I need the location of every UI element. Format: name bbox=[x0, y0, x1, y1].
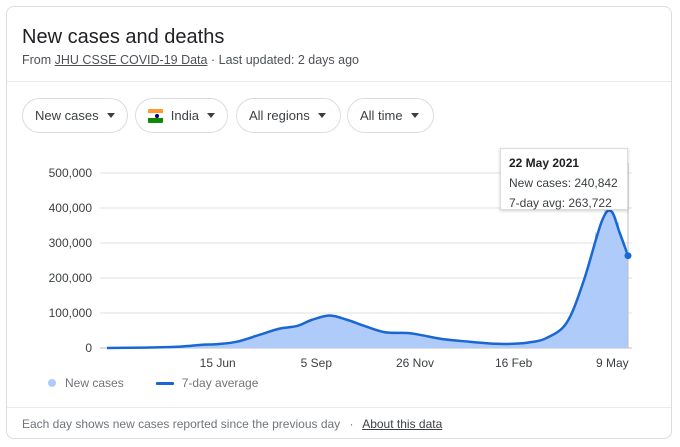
region-dropdown[interactable]: All regions bbox=[236, 98, 341, 133]
x-tick-label: 26 Nov bbox=[396, 356, 434, 370]
source-link[interactable]: JHU CSSE COVID-19 Data bbox=[54, 53, 208, 67]
footer-separator: · bbox=[349, 417, 354, 431]
country-dropdown[interactable]: India bbox=[135, 98, 228, 133]
x-tick-label: 15 Jun bbox=[200, 356, 236, 370]
y-tick-label: 0 bbox=[85, 341, 92, 355]
x-tick-label: 5 Sep bbox=[301, 356, 333, 370]
time-dropdown-label: All time bbox=[360, 108, 403, 123]
new-cases-area bbox=[107, 210, 628, 348]
chart-tooltip: 22 May 2021 New cases: 240,842 7-day avg… bbox=[500, 148, 628, 210]
chart-legend: New cases 7-day average bbox=[48, 376, 258, 390]
last-updated: Last updated: 2 days ago bbox=[218, 53, 360, 67]
chevron-down-icon bbox=[410, 113, 419, 118]
legend-line-swatch bbox=[155, 381, 174, 385]
source-line: From JHU CSSE COVID-19 Data · Last updat… bbox=[22, 53, 359, 67]
time-dropdown[interactable]: All time bbox=[347, 98, 434, 133]
footer-note: Each day shows new cases reported since … bbox=[22, 417, 341, 431]
chevron-down-icon bbox=[207, 113, 215, 118]
y-axis-ticks: 500,000 400,000 300,000 200,000 100,000 0 bbox=[49, 166, 93, 355]
chevron-down-icon bbox=[317, 113, 326, 118]
tooltip-average: 7-day avg: 263,722 bbox=[509, 196, 612, 210]
y-tick-label: 300,000 bbox=[49, 236, 93, 250]
footer: Each day shows new cases reported since … bbox=[22, 417, 442, 431]
legend-bars-swatch bbox=[48, 379, 56, 387]
footer-divider bbox=[7, 407, 671, 408]
legend-new-cases: New cases bbox=[65, 376, 124, 390]
country-dropdown-label: India bbox=[170, 108, 199, 123]
new-cases-bars bbox=[433, 209, 627, 348]
x-tick-label: 9 May bbox=[596, 356, 629, 370]
metric-dropdown-label: New cases bbox=[35, 108, 99, 123]
y-tick-label: 200,000 bbox=[49, 271, 93, 285]
region-dropdown-label: All regions bbox=[249, 108, 310, 123]
tooltip-new-cases: New cases: 240,842 bbox=[509, 176, 618, 190]
y-tick-label: 500,000 bbox=[49, 166, 93, 180]
source-prefix: From bbox=[22, 53, 52, 67]
x-axis-ticks: 15 Jun 5 Sep 26 Nov 16 Feb 9 May bbox=[200, 356, 629, 370]
y-tick-label: 400,000 bbox=[49, 201, 93, 215]
selected-point-marker bbox=[624, 252, 632, 260]
covid-card: New cases and deaths From JHU CSSE COVID… bbox=[6, 6, 672, 439]
header-divider bbox=[7, 81, 671, 82]
india-flag-icon bbox=[148, 108, 163, 123]
chevron-down-icon bbox=[106, 113, 115, 118]
tooltip-date: 22 May 2021 bbox=[509, 156, 580, 170]
source-separator: · bbox=[210, 53, 216, 67]
legend-seven-day-average: 7-day average bbox=[181, 376, 259, 390]
seven-day-average-line bbox=[106, 209, 630, 350]
x-tick-label: 16 Feb bbox=[495, 356, 533, 370]
about-data-link[interactable]: About this data bbox=[362, 417, 443, 431]
y-tick-label: 100,000 bbox=[49, 306, 93, 320]
metric-dropdown[interactable]: New cases bbox=[22, 98, 128, 133]
card-title: New cases and deaths bbox=[22, 26, 225, 48]
